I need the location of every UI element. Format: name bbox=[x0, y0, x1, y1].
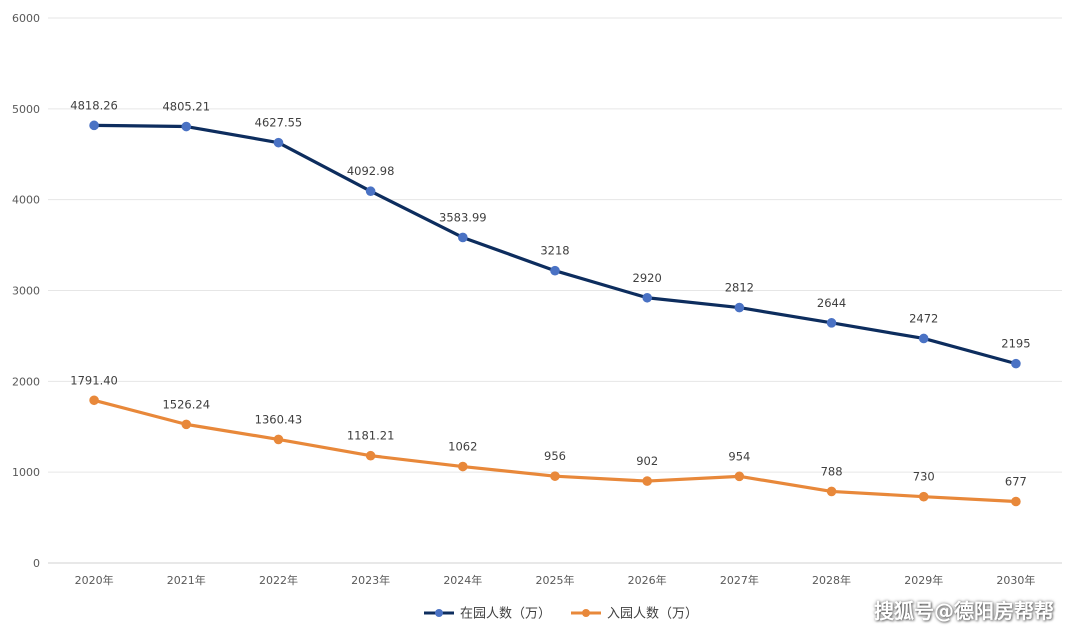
data-label: 1791.40 bbox=[70, 373, 118, 387]
x-tick-label: 2020年 bbox=[75, 573, 114, 587]
data-point bbox=[918, 333, 929, 344]
data-point bbox=[1011, 358, 1021, 369]
data-point bbox=[734, 302, 745, 313]
data-point bbox=[550, 471, 560, 481]
x-tick-label: 2029年 bbox=[904, 573, 943, 587]
y-axis: 0 1000 2000 3000 4000 5000 6000 bbox=[12, 12, 40, 570]
x-tick-label: 2022年 bbox=[259, 573, 298, 587]
data-point bbox=[365, 450, 376, 461]
data-point bbox=[458, 461, 468, 472]
x-tick-label: 2023年 bbox=[351, 573, 390, 587]
x-axis: 2020年 2021年 2022年 2023年 2024年 2025年 2026年 2027年… bbox=[75, 573, 1036, 587]
series-1: 4818.26 4805.21 4627.55 4092.98 3583.99 3218 2… bbox=[70, 98, 1031, 369]
data-label: 2472 bbox=[909, 311, 938, 325]
x-tick-label: 2021年 bbox=[167, 573, 206, 587]
data-point bbox=[826, 486, 837, 497]
data-point bbox=[734, 471, 745, 482]
data-point bbox=[89, 120, 99, 131]
data-label: 902 bbox=[636, 454, 658, 468]
data-label: 677 bbox=[1005, 475, 1027, 489]
legend: 在园人数（万） 入园人数（万） bbox=[424, 607, 698, 622]
x-tick-label: 2028年 bbox=[812, 573, 851, 587]
data-label: 3218 bbox=[540, 244, 569, 258]
data-point bbox=[365, 186, 376, 197]
gridlines bbox=[48, 17, 1062, 564]
data-label: 4818.26 bbox=[70, 98, 118, 112]
data-point bbox=[642, 476, 652, 486]
legend-item-2: 入园人数（万） bbox=[571, 607, 698, 622]
x-tick-label: 2024年 bbox=[443, 573, 482, 587]
x-tick-label: 2026年 bbox=[628, 573, 667, 587]
data-label: 1181.21 bbox=[347, 429, 395, 443]
legend-marker bbox=[582, 609, 590, 617]
watermark: 搜狐号@德阳房帮帮 bbox=[874, 599, 1054, 623]
legend-label: 在园人数（万） bbox=[460, 607, 551, 622]
data-point bbox=[918, 491, 929, 502]
data-point bbox=[181, 419, 192, 430]
data-label: 1062 bbox=[448, 440, 477, 454]
data-point bbox=[89, 395, 99, 406]
y-tick-label: 1000 bbox=[12, 466, 40, 479]
data-label: 2195 bbox=[1001, 337, 1030, 351]
data-label: 2644 bbox=[817, 296, 846, 310]
data-label: 4805.21 bbox=[162, 100, 210, 114]
series-2: 1791.40 1526.24 1360.43 1181.21 1062 956 902 95… bbox=[70, 373, 1027, 507]
x-tick-label: 2030年 bbox=[996, 573, 1035, 587]
data-point bbox=[826, 318, 837, 328]
x-tick-label: 2027年 bbox=[720, 573, 759, 587]
data-point bbox=[1011, 496, 1021, 507]
legend-item-1: 在园人数（万） bbox=[424, 607, 551, 622]
data-label: 788 bbox=[821, 464, 843, 478]
data-point bbox=[273, 434, 284, 445]
data-point bbox=[181, 121, 192, 132]
data-label: 3583.99 bbox=[439, 210, 487, 224]
y-tick-label: 5000 bbox=[12, 103, 40, 116]
data-label: 4627.55 bbox=[255, 116, 303, 130]
legend-marker bbox=[435, 609, 443, 617]
y-tick-label: 3000 bbox=[12, 285, 40, 298]
data-point bbox=[458, 232, 468, 243]
data-label: 2812 bbox=[725, 281, 754, 295]
data-label: 1360.43 bbox=[255, 412, 303, 426]
y-tick-label: 6000 bbox=[12, 12, 40, 25]
x-tick-label: 2025年 bbox=[536, 573, 575, 587]
y-tick-label: 2000 bbox=[12, 375, 40, 388]
legend-label: 入园人数（万） bbox=[607, 607, 698, 622]
data-label: 956 bbox=[544, 449, 566, 463]
y-tick-label: 0 bbox=[33, 557, 40, 570]
data-point bbox=[273, 137, 284, 148]
data-label: 1526.24 bbox=[162, 397, 210, 411]
data-label: 4092.98 bbox=[347, 164, 395, 178]
data-point bbox=[642, 292, 652, 303]
data-label: 730 bbox=[913, 470, 935, 484]
data-point bbox=[550, 265, 560, 276]
data-label: 954 bbox=[728, 449, 750, 463]
series-layer: 4818.26 4805.21 4627.55 4092.98 3583.99 3218 2… bbox=[70, 98, 1031, 507]
data-label: 2920 bbox=[633, 271, 662, 285]
y-tick-label: 4000 bbox=[12, 194, 40, 207]
